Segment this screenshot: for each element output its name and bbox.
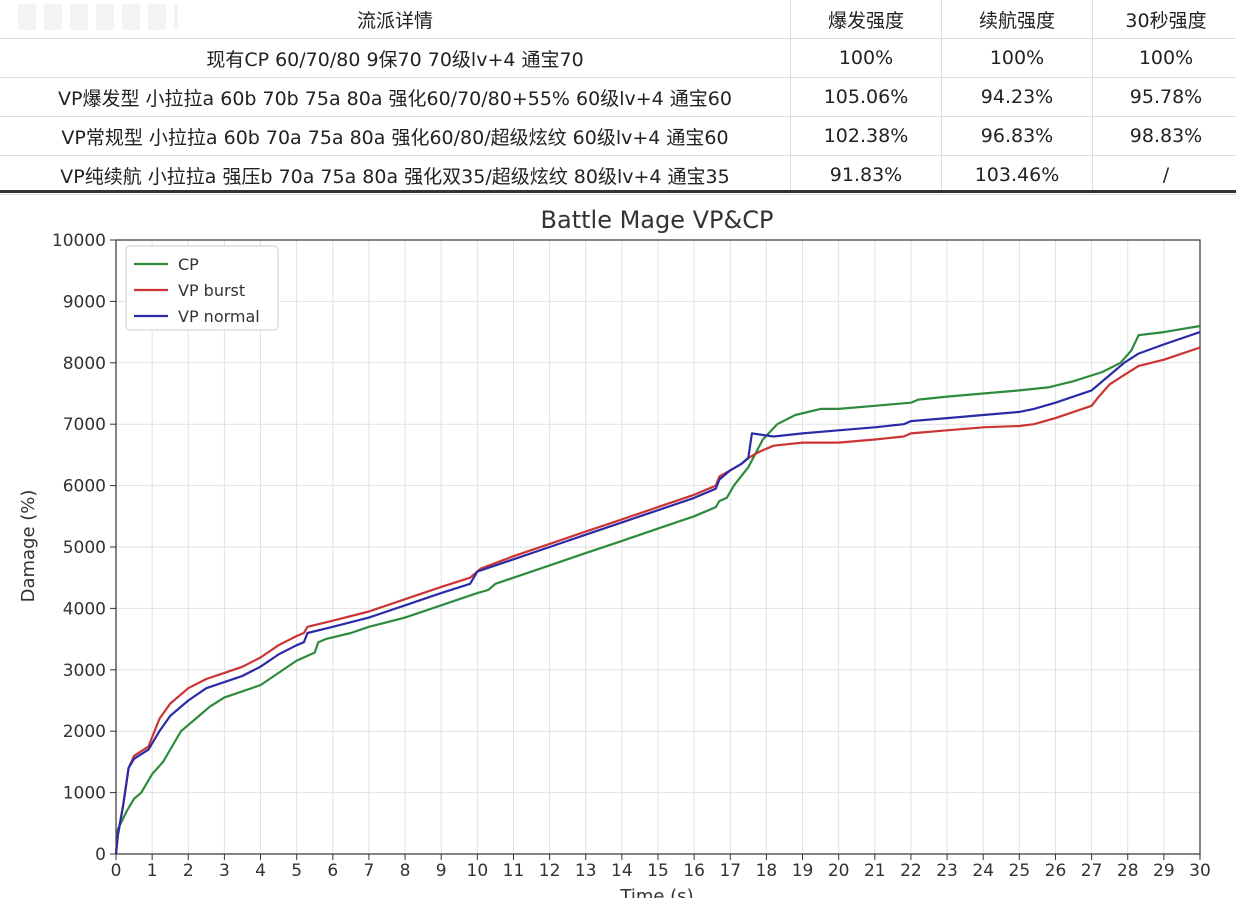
grid [115, 239, 1201, 855]
x-tick-label: 11 [503, 861, 525, 881]
line-chart: Battle Mage VP&CP Time (s) Damage (%) 0 1… [18, 206, 1211, 898]
x-tick-label: 16 [683, 861, 705, 881]
x-tick-label: 14 [611, 861, 633, 881]
header-sustain: 续航强度 [941, 0, 1093, 39]
y-tick-label: 2000 [63, 722, 106, 742]
table-cell-build: VP爆发型 小拉拉a 60b 70b 75a 80a 强化60/70/80+55… [0, 77, 791, 117]
header-build-details-label: 流派详情 [356, 9, 433, 32]
table-row: 现有CP 60/70/80 9保70 70级lv+4 通宝70 100% 100… [0, 38, 1236, 78]
y-tick-label: 5000 [63, 538, 106, 558]
y-axis-label: Damage (%) [18, 490, 39, 603]
x-tick-label: 15 [647, 861, 669, 881]
y-tick-label: 7000 [63, 415, 106, 435]
y-tick-label: 0 [95, 845, 106, 865]
y-tick-label: 8000 [63, 354, 106, 374]
table-header-row: 流派详情 爆发强度 续航强度 30秒强度 [0, 0, 1236, 39]
table-cell-30s: 98.83% [1092, 116, 1236, 156]
x-tick-label: 30 [1189, 861, 1211, 881]
legend-label: VP burst [178, 281, 245, 300]
y-tick-label: 6000 [63, 477, 106, 497]
series-line-cp [114, 324, 1201, 855]
section-divider [0, 190, 1236, 193]
table-cell-sustain: 100% [941, 38, 1093, 78]
x-tick-label: 10 [467, 861, 489, 881]
x-tick-label: 21 [864, 861, 886, 881]
y-tick-label: 10000 [52, 231, 106, 251]
x-tick-label: 0 [111, 861, 122, 881]
x-tick-label: 9 [436, 861, 447, 881]
series-line-vp-normal [114, 331, 1201, 855]
header-watermark [18, 4, 178, 30]
table-cell-burst: 102.38% [790, 116, 942, 156]
x-tick-label: 12 [539, 861, 561, 881]
table-cell-30s: 95.78% [1092, 77, 1236, 117]
legend: CP VP burst VP normal [125, 245, 279, 331]
x-tick-label: 17 [719, 861, 741, 881]
table-row: VP常规型 小拉拉a 60b 70a 75a 80a 强化60/80/超级炫纹 … [0, 116, 1236, 156]
table-cell-sustain: 103.46% [941, 155, 1093, 195]
x-tick-label: 2 [183, 861, 194, 881]
y-tick-label: 9000 [63, 292, 106, 312]
table-cell-30s: / [1092, 155, 1236, 195]
table-cell-build: VP纯续航 小拉拉a 强压b 70a 75a 80a 强化双35/超级炫纹 80… [0, 155, 791, 195]
x-tick-label: 20 [828, 861, 850, 881]
x-tick-label: 26 [1045, 861, 1067, 881]
table-cell-sustain: 94.23% [941, 77, 1093, 117]
x-tick-label: 13 [575, 861, 597, 881]
x-tick-label: 3 [219, 861, 230, 881]
x-tick-label: 19 [792, 861, 814, 881]
axes: 0 1 2 3 4 5 6 7 8 9 10 11 12 13 14 15 16 17 18 19 20 21 22 23 24… [52, 231, 1211, 881]
header-build-details: 流派详情 [0, 0, 791, 39]
table-cell-sustain: 96.83% [941, 116, 1093, 156]
header-burst: 爆发强度 [790, 0, 942, 39]
x-tick-label: 6 [327, 861, 338, 881]
series-group [114, 324, 1201, 855]
x-tick-label: 5 [291, 861, 302, 881]
legend-box [125, 245, 279, 331]
y-tick-label: 4000 [63, 599, 106, 619]
table-cell-burst: 105.06% [790, 77, 942, 117]
table-cell-build: VP常规型 小拉拉a 60b 70a 75a 80a 强化60/80/超级炫纹 … [0, 116, 791, 156]
y-tick-label: 1000 [63, 784, 106, 804]
x-tick-label: 28 [1117, 861, 1139, 881]
x-tick-label: 18 [756, 861, 778, 881]
x-tick-label: 22 [900, 861, 922, 881]
x-tick-label: 8 [400, 861, 411, 881]
table-row: VP爆发型 小拉拉a 60b 70b 75a 80a 强化60/70/80+55… [0, 77, 1236, 117]
table-cell-burst: 91.83% [790, 155, 942, 195]
y-tick-label: 3000 [63, 661, 106, 681]
x-tick-label: 24 [972, 861, 994, 881]
table-cell-build: 现有CP 60/70/80 9保70 70级lv+4 通宝70 [0, 38, 791, 78]
x-tick-label: 1 [147, 861, 158, 881]
chart-title: Battle Mage VP&CP [541, 206, 774, 234]
table-row: VP纯续航 小拉拉a 强压b 70a 75a 80a 强化双35/超级炫纹 80… [0, 155, 1236, 195]
x-tick-label: 29 [1153, 861, 1175, 881]
legend-label: VP normal [178, 307, 260, 326]
x-tick-label: 4 [255, 861, 266, 881]
x-axis-label: Time (s) [619, 886, 693, 898]
table-cell-burst: 100% [790, 38, 942, 78]
x-tick-label: 25 [1009, 861, 1031, 881]
legend-label: CP [178, 255, 199, 274]
table-cell-30s: 100% [1092, 38, 1236, 78]
header-30s: 30秒强度 [1092, 0, 1236, 39]
x-tick-label: 27 [1081, 861, 1103, 881]
x-tick-label: 23 [936, 861, 958, 881]
build-comparison-table: 流派详情 爆发强度 续航强度 30秒强度 现有CP 60/70/80 9保70 … [0, 0, 1236, 195]
series-line-vp-burst [114, 346, 1201, 855]
x-tick-label: 7 [364, 861, 375, 881]
